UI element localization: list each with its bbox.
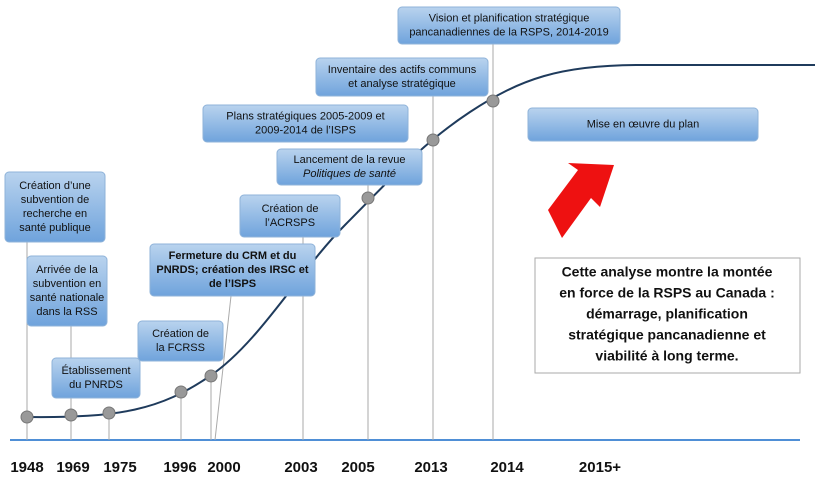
connector [214, 295, 232, 441]
note-text: Cette analyse montre la montée en force d… [559, 264, 775, 364]
event-label: de l’ISPS [209, 278, 256, 290]
note-box [534, 257, 801, 374]
event-box [397, 6, 621, 45]
event-label: Inventaire des actifs communs [328, 64, 477, 76]
year-label: 2000 [207, 459, 240, 476]
event-label: Lancement de la revue [294, 154, 406, 166]
event-label: Création de [152, 328, 209, 340]
event-label: Fermeture du CRM et du [169, 250, 297, 262]
note-line: en force de la RSPS au Canada : [559, 285, 775, 301]
red-arrow [548, 163, 614, 238]
year-label: 2013 [414, 459, 447, 476]
milestones [20, 94, 500, 424]
event-label: et analyse stratégique [348, 78, 456, 90]
note-line: Cette analyse montre la montée [562, 264, 773, 280]
year-label: 2005 [341, 459, 374, 476]
year-label: 2015+ [579, 459, 621, 476]
milestone-dot [174, 385, 188, 399]
event-label: 2009-2014 de l’ISPS [255, 124, 356, 136]
event-box [276, 148, 423, 186]
year-label: 1975 [103, 459, 136, 476]
event-label: Vision et planification stratégique [429, 12, 590, 24]
event-label: santé nationale [30, 292, 105, 304]
event-label: Création d’une [19, 180, 91, 192]
milestone-dot [426, 133, 440, 147]
event-label: subvention en [33, 278, 102, 290]
milestone-dot [204, 369, 218, 383]
year-labels: 1948 1969 1975 1996 2000 2003 2005 2013 2014 2015… [10, 459, 621, 476]
event-label: Arrivée de la [36, 264, 99, 276]
event-label: PNRDS; création des IRSC et [156, 264, 309, 276]
event-box [4, 171, 106, 243]
event-box [527, 107, 759, 142]
event-label: santé publique [19, 222, 91, 234]
event-box [26, 255, 108, 327]
event-label: Création de [262, 203, 319, 215]
note-line: démarrage, planification [586, 306, 748, 322]
event-box [149, 243, 316, 297]
milestone-dot [102, 406, 116, 420]
milestone-dot [20, 410, 34, 424]
year-label: 2014 [490, 459, 524, 476]
milestone-dot [361, 191, 375, 205]
milestone-dot [486, 94, 500, 108]
year-label: 1996 [163, 459, 196, 476]
event-label: pancanadiennes de la RSPS, 2014-2019 [409, 26, 608, 38]
event-label: subvention de [21, 194, 90, 206]
event-label: Mise en œuvre du plan [587, 118, 700, 130]
event-box [315, 57, 489, 97]
event-label: Plans stratégiques 2005-2009 et [226, 110, 384, 122]
event-box [137, 320, 224, 362]
year-label: 1948 [10, 459, 43, 476]
event-label: l’ACRSPS [265, 217, 315, 229]
event-box [202, 104, 409, 143]
note-line: viabilité à long terme. [595, 348, 738, 364]
event-box [51, 357, 141, 399]
event-box [239, 194, 341, 238]
event-label: Établissement [61, 364, 130, 377]
event-label: du PNRDS [69, 379, 123, 391]
event-label: la FCRSS [156, 342, 205, 354]
growth-curve [26, 64, 815, 419]
event-boxes: Création d’une subvention de recherche en s… [4, 6, 759, 399]
year-label: 2003 [284, 459, 317, 476]
event-label: dans la RSS [36, 306, 97, 318]
note-line: stratégique pancanadienne et [568, 327, 766, 343]
milestone-dot [64, 408, 78, 422]
event-label: recherche en [23, 208, 87, 220]
event-label: Politiques de santé [303, 168, 396, 180]
year-label: 1969 [56, 459, 89, 476]
